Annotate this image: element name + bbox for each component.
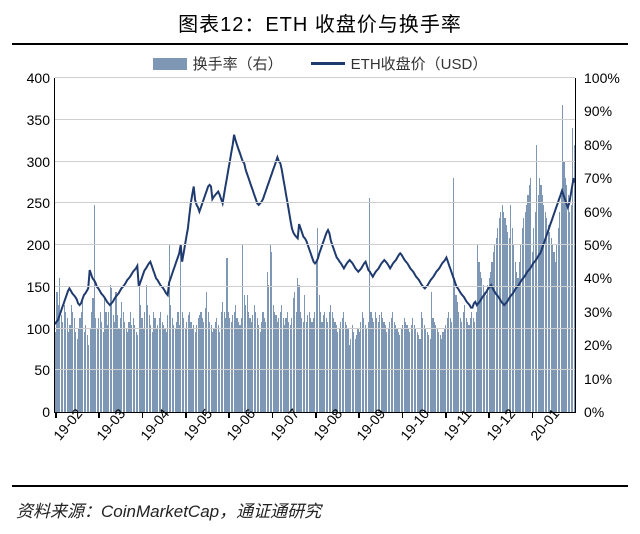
y-right-tick-label: 30%	[580, 304, 628, 320]
y-left-tick-label: 150	[12, 279, 50, 295]
y-right-tick-label: 70%	[580, 170, 628, 186]
y-right-tick-label: 10%	[580, 371, 628, 387]
legend-swatch-line	[311, 62, 345, 65]
y-right-tick-label: 0%	[580, 404, 628, 420]
y-right-tick-label: 100%	[580, 70, 628, 86]
y-left-tick-label: 400	[12, 70, 50, 86]
y-left-tick-label: 0	[12, 404, 50, 420]
source-text: 资料来源：CoinMarketCap，通证通研究	[16, 502, 321, 521]
y-right-tick-label: 50%	[580, 237, 628, 253]
y-left-tick-label: 250	[12, 195, 50, 211]
chart-area: 050100150200250300350400 0%10%20%30%40%5…	[12, 78, 628, 485]
y-right-tick-label: 90%	[580, 103, 628, 119]
source-bar: 资料来源：CoinMarketCap，通证通研究	[12, 485, 628, 534]
legend-item-line: ETH收盘价（USD）	[311, 53, 488, 74]
x-axis-labels: 19-0219-0319-0419-0519-0619-0719-0819-09…	[54, 417, 576, 473]
y-left-tick-label: 50	[12, 362, 50, 378]
line-layer	[55, 78, 575, 412]
y-right-tick-label: 20%	[580, 337, 628, 353]
legend-label-bars: 换手率（右）	[193, 53, 283, 74]
legend-item-bars: 换手率（右）	[153, 53, 283, 74]
eth-price-line	[55, 135, 575, 324]
title-bar: 图表12：ETH 收盘价与换手率	[12, 0, 628, 45]
legend: 换手率（右） ETH收盘价（USD）	[0, 45, 640, 78]
y-left-tick-label: 350	[12, 112, 50, 128]
legend-swatch-bars	[153, 58, 187, 70]
chart-title: 图表12：ETH 收盘价与换手率	[178, 14, 462, 36]
chart-container: 图表12：ETH 收盘价与换手率 换手率（右） ETH收盘价（USD） 0 50 1…	[0, 0, 640, 534]
plot-area	[54, 78, 576, 413]
y-right-tick-label: 40%	[580, 270, 628, 286]
y-left-tick-label: 100	[12, 321, 50, 337]
y-left-tick-label: 200	[12, 237, 50, 253]
y-right-tick-label: 80%	[580, 137, 628, 153]
y-right-tick-label: 60%	[580, 204, 628, 220]
x-tick-label: 20-01	[527, 406, 581, 459]
legend-label-line: ETH收盘价（USD）	[351, 53, 488, 74]
y-left-tick-label: 300	[12, 154, 50, 170]
